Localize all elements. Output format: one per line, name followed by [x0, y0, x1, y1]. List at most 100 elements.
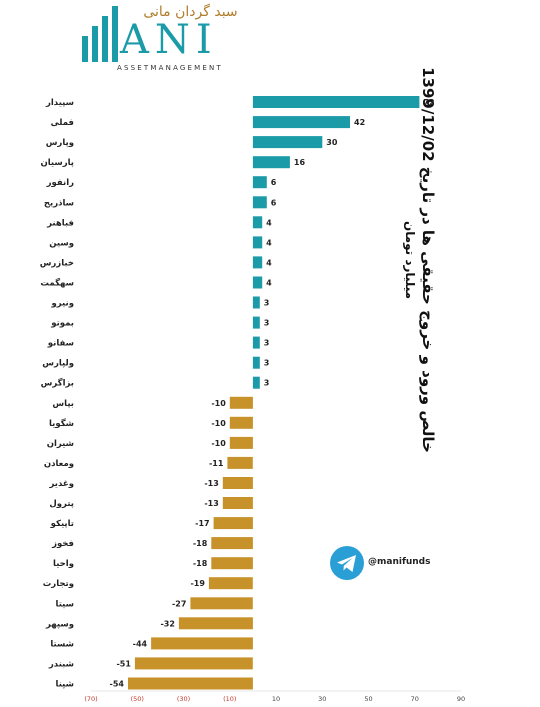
category-label: فخوز: [51, 539, 74, 549]
x-tick-label: 90: [457, 695, 465, 703]
x-tick-label: (30): [177, 695, 190, 703]
bar-value-label: 6: [271, 178, 277, 187]
category-label: سیتا: [56, 599, 75, 609]
category-label: سفانو: [47, 339, 74, 349]
category-labels-layer: سپیدار فملی وپارس پارسیان رانفور ساذریح فباهنر…: [40, 98, 74, 690]
bar-value-label: 16: [294, 158, 306, 167]
bar: [252, 316, 260, 329]
bar-value-label: -18: [193, 559, 208, 568]
bar-value-label: -44: [133, 639, 148, 648]
bar-value-label: 4: [266, 238, 272, 247]
x-tick-label: (70): [84, 695, 97, 703]
category-label: بموتو: [50, 319, 74, 329]
x-tick-label: 70: [411, 695, 419, 703]
bar: [128, 677, 253, 690]
x-tick-label: 30: [318, 695, 326, 703]
bar: [252, 356, 260, 369]
bar-value-label: -27: [172, 599, 186, 608]
bar-value-label: 6: [271, 198, 277, 207]
category-label: شستا: [50, 639, 74, 649]
category-label: شگویا: [49, 418, 74, 429]
x-tick-label: 50: [364, 695, 372, 703]
category-label: وپارس: [46, 138, 74, 148]
bar: [208, 577, 253, 590]
bar: [134, 657, 253, 670]
bar-value-label: -32: [160, 619, 174, 628]
bar-value-label: 72: [423, 98, 434, 107]
category-label: واحیا: [53, 559, 74, 569]
bar-value-label: -54: [110, 680, 125, 689]
category-label: بزاگرس: [41, 378, 74, 389]
bar: [229, 396, 253, 409]
category-label: وسپهر: [45, 619, 74, 629]
telegram-icon[interactable]: [330, 546, 364, 580]
bar-value-label: -13: [204, 479, 218, 488]
bar: [227, 456, 253, 469]
category-label: خبازرس: [40, 258, 74, 268]
bar: [213, 517, 253, 530]
bar-value-label: 4: [266, 279, 272, 288]
logo-wordmark: ANI: [120, 17, 218, 63]
bar-value-label: -17: [195, 519, 209, 528]
category-label: شپنا: [56, 680, 75, 690]
x-axis: (70) (50) (30) (10) 10 30 50 70 90: [84, 690, 465, 703]
x-tick-label: 10: [272, 695, 280, 703]
category-label: فملی: [51, 118, 74, 128]
logo-bars-icon: [82, 6, 118, 62]
category-label: ساذریح: [44, 198, 74, 208]
bar-value-label: -10: [211, 399, 226, 408]
bar: [252, 376, 260, 389]
category-label: وتجارت: [43, 579, 74, 589]
bar-value-label: -10: [211, 439, 226, 448]
category-label: رانفور: [46, 178, 74, 188]
x-tick-label: (50): [131, 695, 144, 703]
bar: [252, 116, 350, 129]
bar-value-label: 42: [354, 118, 365, 127]
bar: [252, 216, 263, 229]
bar-value-label: 4: [266, 258, 272, 267]
category-label: ونیرو: [50, 299, 74, 309]
x-tick-label: (10): [223, 695, 236, 703]
bars-layer: [128, 96, 420, 690]
bar: [252, 136, 323, 149]
category-label: پترول: [49, 499, 74, 509]
bar: [252, 176, 267, 189]
logo: سبد گردان مانی ANI ASSETMANAGEMENT: [78, 2, 263, 74]
bar: [252, 336, 260, 349]
category-label: شیران: [47, 439, 74, 449]
bar: [252, 256, 263, 269]
category-label: وغدیر: [49, 479, 74, 489]
category-label: تاپیکو: [50, 519, 74, 529]
logo-subtitle: ASSETMANAGEMENT: [117, 64, 223, 72]
bar: [190, 597, 253, 610]
category-label: وسین: [49, 238, 74, 248]
category-label: ومعادن: [44, 459, 74, 469]
bar: [178, 617, 253, 630]
bar: [151, 637, 253, 650]
bar: [252, 276, 263, 289]
bar-value-label: -11: [209, 459, 224, 468]
category-label: بپاس: [52, 399, 74, 409]
bar-value-label: -13: [204, 499, 218, 508]
bar: [211, 537, 253, 550]
bar-value-label: 30: [326, 138, 338, 147]
bar: [252, 196, 267, 209]
bar-value-label: 3: [264, 319, 270, 328]
value-labels-layer: 72 42 30 16 6 6 4 4 4 4 3 3 3 3 3 -10 -10 -10 -11 -13 -13 -17…: [110, 98, 435, 689]
logo-persian-text: سبد گردان مانی: [143, 4, 238, 20]
bar-value-label: 4: [266, 218, 272, 227]
bar-value-label: 3: [264, 359, 270, 368]
bar-value-label: -19: [190, 579, 205, 588]
bar: [252, 96, 420, 108]
bar-value-label: -51: [116, 659, 131, 668]
telegram-handle[interactable]: @manifunds: [368, 557, 431, 567]
bar: [252, 236, 263, 249]
bar: [211, 557, 253, 570]
bar: [222, 477, 253, 489]
bar: [252, 156, 290, 169]
bar-value-label: 3: [264, 299, 270, 308]
bar: [229, 416, 253, 429]
bar-value-label: 3: [264, 339, 270, 348]
category-label: سهگمت: [40, 278, 74, 289]
